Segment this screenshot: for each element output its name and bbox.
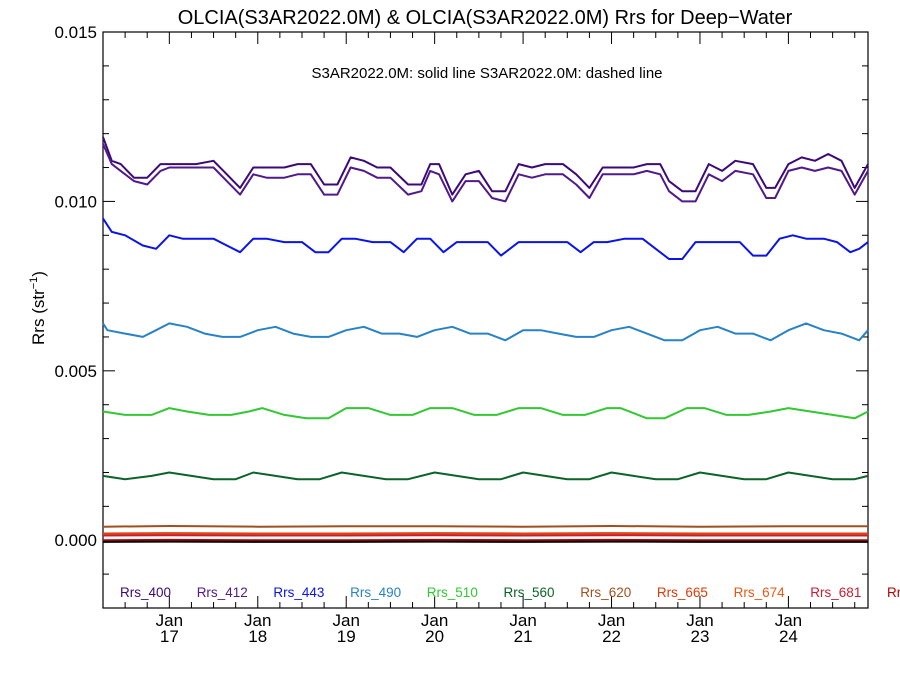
x-tick-day-label: 20: [425, 627, 444, 646]
x-tick-day-label: 21: [514, 627, 533, 646]
y-tick-label: 0.000: [54, 531, 97, 550]
x-tick-day-label: 17: [160, 627, 179, 646]
x-tick-day-label: 22: [602, 627, 621, 646]
line-style-annotation: S3AR2022.0M: solid line S3AR2022.0M: das…: [311, 65, 662, 82]
legend-item-rrs-665: Rrs_665: [657, 585, 708, 600]
series-layer: [102, 136, 869, 543]
y-axis-label-close: ): [29, 271, 48, 277]
x-tick-day-label: 23: [691, 627, 710, 646]
y-tick-label: 0.010: [54, 192, 97, 211]
legend-item-rrs-620: Rrs_620: [580, 585, 631, 600]
legend-item-rrs-674: Rrs_674: [734, 585, 786, 600]
x-tick-month-label: Jan: [156, 611, 183, 630]
series-line-rrs-560: [102, 471, 869, 481]
series-line-rrs-620: [102, 525, 868, 528]
x-tick-month-label: Jan: [332, 611, 359, 630]
series-line-rrs-510: [102, 407, 869, 420]
legend-item-rrs-560: Rrs_560: [504, 585, 555, 600]
legend-item-rrs-681: Rrs_681: [810, 585, 861, 600]
y-axis-label-text: Rrs (str: [29, 289, 48, 345]
x-tick-month-label: Jan: [686, 611, 713, 630]
y-axis-label-superscript: −1: [28, 277, 40, 290]
plot-border: [102, 31, 869, 609]
plot-frame: [102, 31, 869, 609]
chart-title: OLCIA(S3AR2022.0M) & OLCIA(S3AR2022.0M) …: [178, 7, 793, 29]
y-axis-label: Rrs (str−1): [28, 271, 48, 345]
legend-item-rrs-490: Rrs_490: [350, 585, 401, 600]
x-tick-day-label: 18: [248, 627, 267, 646]
x-tick-month-label: Jan: [421, 611, 448, 630]
y-tick-label: 0.015: [54, 23, 97, 42]
y-tick-labels: 0.000 0.005 0.010 0.015: [54, 23, 97, 550]
legend: Rrs_400 Rrs_412 Rrs_443 Rrs_490 Rrs_510 Rrs_5…: [120, 585, 900, 600]
x-tick-month-label: Jan: [775, 611, 802, 630]
x-tick-month-label: Jan: [244, 611, 271, 630]
axis-ticks: [102, 31, 868, 609]
x-tick-day-label: 19: [337, 627, 356, 646]
series-line-rrs-443: [102, 217, 869, 260]
x-tick-day-label: 24: [779, 627, 798, 646]
legend-item-rrs-510: Rrs_510: [427, 585, 478, 600]
x-tick-month-label: Jan: [598, 611, 625, 630]
y-tick-label: 0.005: [54, 362, 97, 381]
legend-item-rrs-412: Rrs_412: [197, 585, 248, 600]
legend-item-rrs-400: Rrs_400: [120, 585, 171, 600]
legend-item-rrs-443: Rrs_443: [273, 585, 324, 600]
series-line-rrs-400: [102, 136, 869, 196]
series-line-rrs-412: [102, 143, 869, 203]
series-line-rrs-490: [102, 322, 869, 342]
x-tick-month-label: Jan: [509, 611, 536, 630]
legend-item-rr: Rr: [887, 585, 900, 600]
